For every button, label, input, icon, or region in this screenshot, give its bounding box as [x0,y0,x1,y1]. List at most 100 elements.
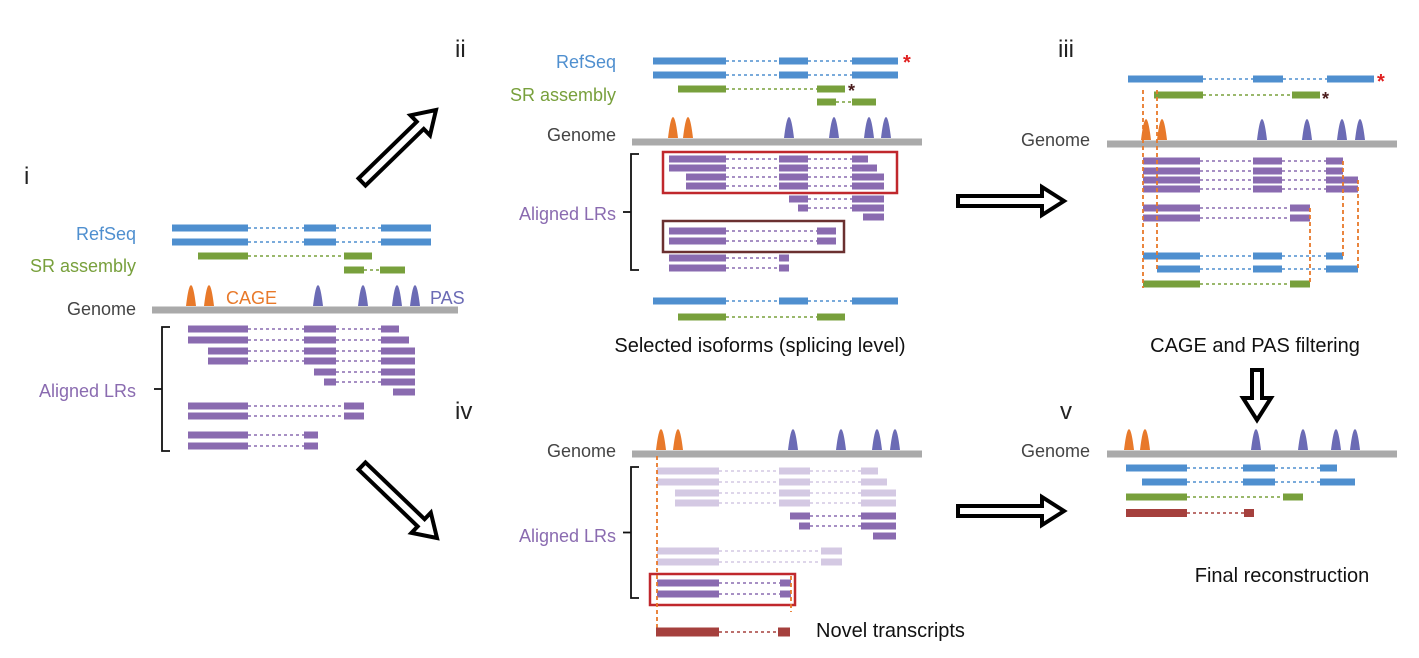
pas-peak-icon [392,285,402,306]
exon [789,195,808,203]
exon [852,297,898,305]
exon [1253,252,1282,260]
refseq-label-i: RefSeq [76,224,136,244]
arrow-i-to-ii [355,107,439,189]
panel-iii: iii Genome CAGE and PAS filtering * * [1021,36,1397,357]
exon [304,336,336,344]
exon [1326,265,1358,273]
exon [861,478,887,486]
exon [1157,265,1200,273]
aligned-lrs-label-iv: Aligned LRs [519,526,616,546]
exon [861,467,878,475]
exon [779,155,808,163]
pas-peak-icon [358,285,368,306]
aligned-lrs-label-ii: Aligned LRs [519,204,616,224]
exon [344,412,364,420]
aligned-lr [188,336,409,344]
refseq-transcript [1143,252,1343,260]
aligned-lr [1143,157,1343,165]
exon [208,347,248,355]
exon [821,547,842,555]
exon [393,388,415,396]
exon [779,297,808,305]
tracks-iv [623,429,922,637]
aligned-lr [799,522,896,530]
pas-peak-icon [1350,429,1360,450]
exon [1326,167,1343,175]
star-refseq-iii: * [1377,71,1385,93]
aligned-lr [208,347,415,355]
panel-numeral-v: v [1060,398,1072,425]
exon [304,238,336,246]
exon [1326,252,1343,260]
exon [1143,204,1200,212]
exon [1243,478,1275,486]
panel-numeral-ii: ii [455,36,466,63]
exon [381,238,431,246]
genome-label-ii: Genome [547,125,616,145]
pas-peak-icon [1251,429,1261,450]
exon [1326,157,1343,165]
selected-box-red-ii [661,150,899,195]
caption-ii: Selected isoforms (splicing level) [614,335,905,357]
aligned-lr [669,237,836,245]
arrow-i-to-iv [355,459,440,541]
exon [852,155,868,163]
cage-peak-icon [1141,119,1151,140]
exon [657,467,719,475]
exon [798,204,808,212]
exon [653,57,726,65]
aligned-lr-faded [657,478,887,486]
refseq-transcript [653,71,898,79]
exon [344,252,372,260]
aligned-lr-faded [657,547,842,555]
exon [678,85,726,93]
exon [779,264,789,272]
aligned-lr [669,164,877,172]
exon [172,238,248,246]
exon [779,182,808,190]
cage-peak-icon [186,285,196,306]
pas-peak-icon [1302,119,1312,140]
exon [675,499,719,507]
exon [172,224,248,232]
caption-iii: CAGE and PAS filtering [1150,335,1360,357]
exon [669,264,726,272]
novel-transcript [1126,509,1254,517]
aligned-lr [657,579,791,587]
refseq-transcript [653,57,898,65]
sr-transcript [817,98,876,106]
exon [1143,176,1200,184]
exon [188,412,248,420]
aligned-lr [1143,204,1310,212]
aligned-lr [669,227,836,235]
exon [852,164,877,172]
arrow-iii-to-v [1239,368,1275,424]
aligned-lr [208,357,415,365]
pas-peak-icon [1337,119,1347,140]
aligned-lr [1143,176,1358,184]
exon [817,227,836,235]
exon [1326,185,1358,193]
cage-peak-icon [656,429,666,450]
caption-iv: Novel transcripts [816,620,965,642]
exon [779,164,808,172]
exon [653,297,726,305]
pas-peak-icon [1331,429,1341,450]
exon [1154,91,1203,99]
exon [304,347,336,355]
aligned-lr [798,204,884,212]
pas-peak-icon [788,429,798,450]
aligned-lr [1143,167,1343,175]
exon [817,313,845,321]
panel-i: i RefSeq SR assembly Genome CAGE PAS Ali… [24,163,465,452]
arrow-ii-to-iii [956,183,1068,219]
pas-peak-icon [881,117,891,138]
exon [675,489,719,497]
pas-peak-icon [1355,119,1365,140]
aligned-lr [686,182,884,190]
aligned-lr [669,254,789,262]
cage-peak-icon [683,117,693,138]
exon [1320,464,1337,472]
exon [779,467,810,475]
